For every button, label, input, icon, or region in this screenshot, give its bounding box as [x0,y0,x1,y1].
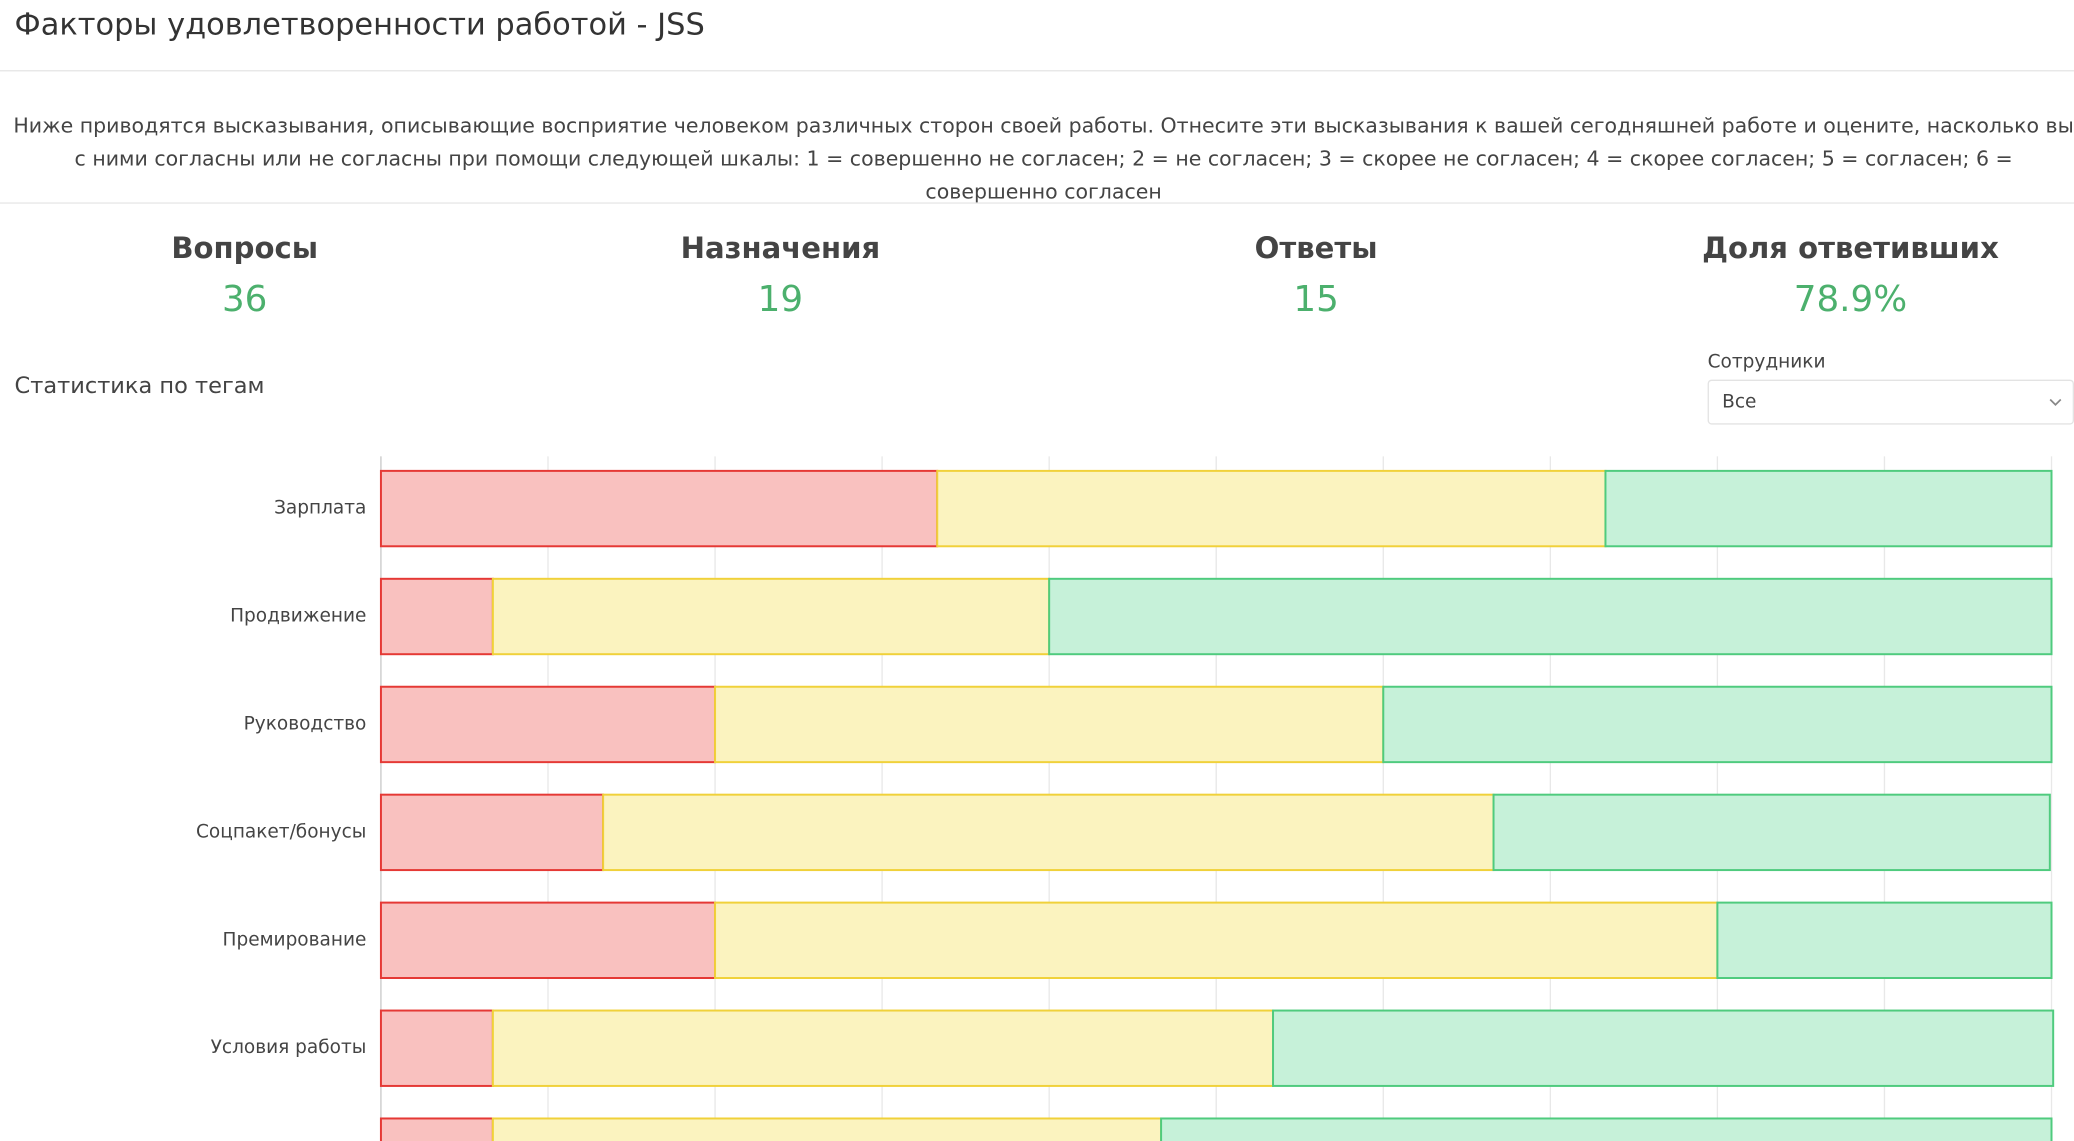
stat-value: 19 [757,279,804,321]
bar-segment [714,901,1719,979]
y-tick-label: Зарплата [274,498,366,519]
y-tick-label: Соцпакет/бонусы [196,821,366,842]
stat: Ответы 15 [1118,233,1515,320]
stat-label: Ответы [1254,232,1378,266]
divider [0,202,2074,204]
bar-segment [379,577,494,656]
y-tick-label: Продвижение [230,606,366,627]
bar-segment [936,469,1607,548]
bar-segment [1048,577,2053,656]
divider [0,70,2074,72]
bar-segment [379,469,939,548]
y-tick-label: Премирование [223,929,367,950]
filter-select[interactable]: Все [1707,379,2074,425]
y-tick-label: Условия работы [211,1037,367,1058]
bar-segment [1160,1117,2053,1141]
stat-label: Назначения [680,232,881,266]
stat-value: 78.9% [1793,279,1908,321]
stat-label: Доля ответивших [1702,232,1999,266]
bar-segment [379,1009,494,1087]
chevron [2049,398,2062,406]
bar-segment [491,1117,1163,1141]
bar-segment [1716,901,2053,979]
stat-value: 36 [221,279,268,321]
stat: Доля ответивших 78.9% [1652,233,2049,320]
section-title: Статистика по тегам [14,373,265,400]
bar-segment [379,901,717,979]
bar-segment [379,685,717,764]
stat: Вопросы 36 [46,233,443,320]
bar-segment [379,793,605,872]
bar-segment [1604,469,2053,548]
y-tick-label: Руководство [244,713,367,734]
stat: Назначения 19 [582,233,979,320]
bar-segment [602,793,1495,872]
bar-segment [714,685,1385,764]
page-title: Факторы удовлетворенности работой - JSS [14,7,705,43]
filter-value: Все [1722,391,1757,413]
intro-text: Ниже приводятся высказывания, описывающи… [13,113,2074,204]
bar-segment [1492,793,2051,872]
bar-segment [491,1009,1275,1087]
stat-label: Вопросы [171,232,319,266]
stat-value: 15 [1293,279,1339,321]
bar-segment [379,1117,494,1141]
bar-segment [1382,685,2053,764]
filter-label: Сотрудники [1707,351,1826,374]
bar-segment [1272,1009,2055,1087]
bar-segment [491,577,1051,656]
